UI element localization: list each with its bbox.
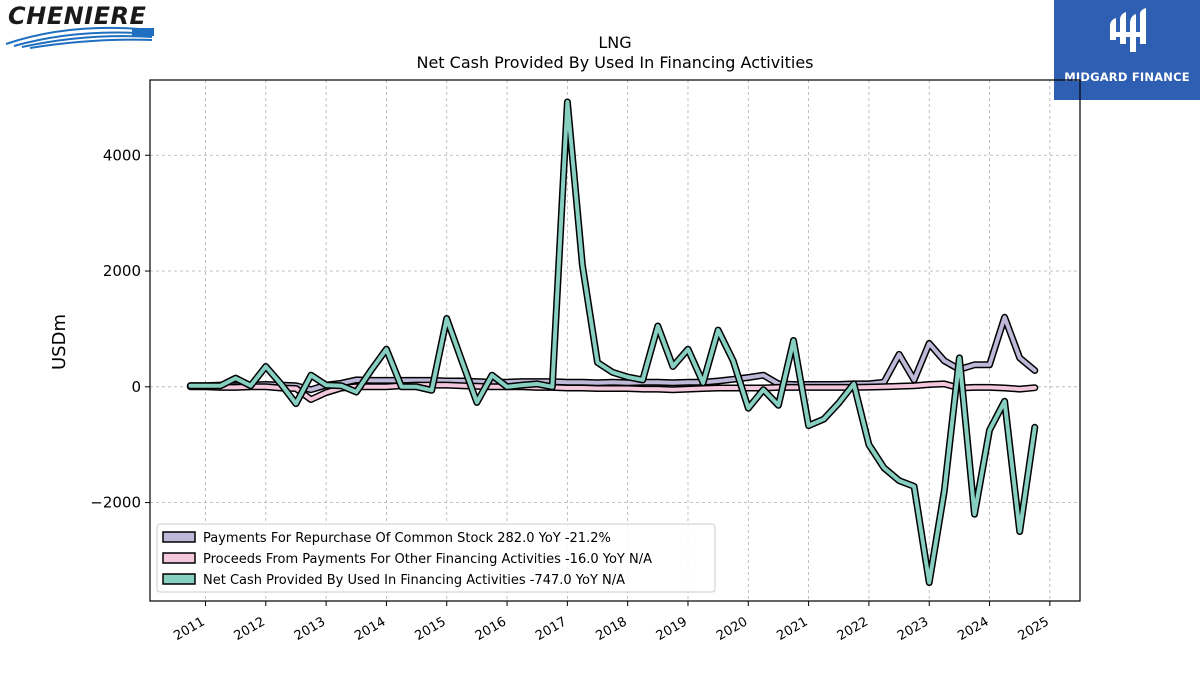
x-tick-label: 2025 bbox=[1016, 614, 1052, 644]
legend-label: Proceeds From Payments For Other Financi… bbox=[203, 552, 652, 567]
midgard-monogram-icon bbox=[1110, 8, 1146, 52]
logo-swoosh-icon bbox=[5, 26, 154, 49]
x-tick-label: 2017 bbox=[533, 614, 569, 644]
x-tick-label: 2019 bbox=[654, 614, 690, 644]
chart-subtitle: Net Cash Provided By Used In Financing A… bbox=[416, 53, 813, 72]
legend-swatch bbox=[162, 552, 196, 564]
x-tick-label: 2022 bbox=[835, 614, 871, 644]
series-line bbox=[188, 100, 1037, 585]
logo-wordmark: CHENIERE bbox=[8, 2, 147, 30]
x-tick-label: 2021 bbox=[774, 614, 810, 644]
x-tick-label: 2014 bbox=[352, 614, 388, 644]
y-axis-ticks: −2000 0 2000 4000 bbox=[90, 146, 150, 512]
series-lines bbox=[186, 98, 1039, 586]
legend-label: Net Cash Provided By Used In Financing A… bbox=[203, 573, 625, 588]
midgard-finance-badge: MIDGARD FINANCE bbox=[1054, 0, 1200, 100]
series-line-outline bbox=[186, 98, 1039, 586]
badge-label: MIDGARD FINANCE bbox=[1064, 70, 1190, 84]
y-tick-label: 2000 bbox=[103, 262, 141, 280]
x-tick-label: 2016 bbox=[473, 614, 509, 644]
x-tick-label: 2023 bbox=[895, 614, 931, 644]
x-tick-label: 2012 bbox=[232, 614, 268, 644]
legend-box bbox=[156, 523, 716, 593]
x-tick-label: 2015 bbox=[413, 614, 449, 644]
x-tick-label: 2013 bbox=[292, 614, 328, 644]
x-axis-ticks: 2011 2012 2013 2014 2015 2016 2017 2018 2019 2020… bbox=[171, 601, 1052, 644]
chart-title: LNG bbox=[598, 33, 631, 52]
y-tick-label: −2000 bbox=[90, 494, 141, 512]
y-tick-label: 4000 bbox=[103, 146, 141, 164]
series-3 bbox=[186, 98, 1039, 586]
x-tick-label: 2020 bbox=[714, 614, 750, 644]
x-tick-label: 2024 bbox=[955, 614, 991, 644]
legend-swatch bbox=[162, 573, 196, 585]
x-tick-label: 2018 bbox=[594, 614, 630, 644]
legend-label: Payments For Repurchase Of Common Stock … bbox=[203, 531, 611, 546]
series-line bbox=[188, 381, 1037, 402]
y-tick-label: 0 bbox=[131, 378, 141, 396]
cheniere-logo: CHENIERE bbox=[0, 0, 160, 52]
legend: Payments For Repurchase Of Common Stock … bbox=[156, 523, 716, 593]
x-tick-label: 2011 bbox=[171, 614, 207, 644]
series-2 bbox=[186, 380, 1039, 403]
y-axis-label: USDm bbox=[49, 314, 70, 370]
legend-swatch bbox=[162, 531, 196, 543]
plot-area-frame bbox=[149, 79, 1081, 602]
